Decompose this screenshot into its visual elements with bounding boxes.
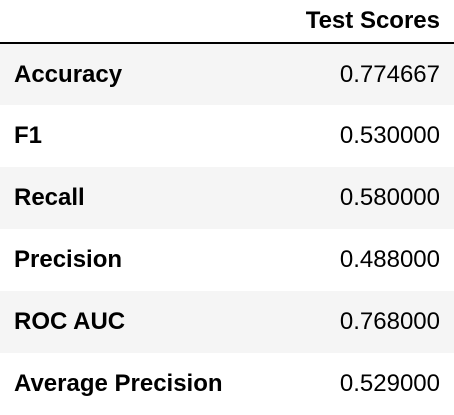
- column-header-test-scores: Test Scores: [270, 0, 454, 44]
- row-label-f1: F1: [14, 122, 43, 149]
- row-value-average-precision: 0.529000: [339, 370, 440, 397]
- table-row: Precision 0.488000: [0, 229, 454, 291]
- table-row: ROC AUC 0.768000: [0, 291, 454, 353]
- row-label-accuracy: Accuracy: [14, 60, 123, 88]
- row-value-f1: 0.530000: [339, 122, 440, 149]
- row-value-roc-auc: 0.768000: [339, 308, 440, 335]
- row-label-recall: Recall: [14, 184, 85, 211]
- table-row: F1 0.530000: [0, 105, 454, 167]
- row-value-recall: 0.580000: [339, 184, 440, 211]
- table-header: Test Scores: [0, 0, 454, 44]
- row-label-average-precision: Average Precision: [14, 370, 223, 397]
- header-corner-cell: [0, 0, 270, 44]
- table-body: Accuracy 0.774667 F1 0.530000 Recall 0.5…: [0, 43, 454, 415]
- row-value-precision: 0.488000: [339, 246, 440, 273]
- row-value-accuracy: 0.774667: [339, 60, 440, 88]
- header-row: Test Scores: [0, 0, 454, 44]
- table-row: Average Precision 0.529000: [0, 353, 454, 415]
- table-row: Recall 0.580000: [0, 167, 454, 229]
- table-row: Accuracy 0.774667: [0, 43, 454, 105]
- row-label-roc-auc: ROC AUC: [14, 308, 126, 335]
- row-label-precision: Precision: [14, 246, 123, 273]
